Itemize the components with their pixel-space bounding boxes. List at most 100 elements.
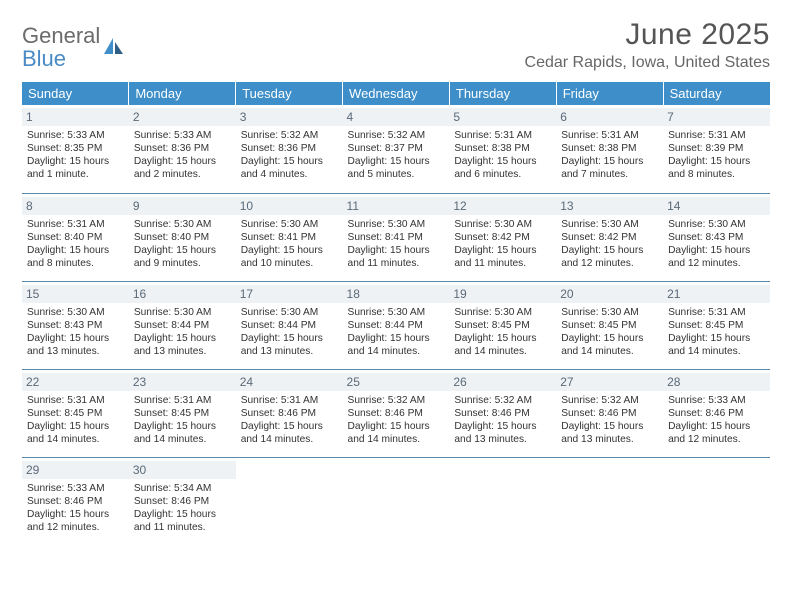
day-info: Sunrise: 5:30 AMSunset: 8:41 PMDaylight:… xyxy=(241,218,338,270)
day-info: Sunrise: 5:31 AMSunset: 8:39 PMDaylight:… xyxy=(668,129,765,181)
day-number: 30 xyxy=(129,461,236,479)
calendar-day-cell: 5 Sunrise: 5:31 AMSunset: 8:38 PMDaylight… xyxy=(449,105,556,193)
calendar-day-cell: 2Sunrise: 5:33 AMSunset: 8:36 PMDaylight… xyxy=(129,105,236,193)
day-info: Sunrise: 5:30 AMSunset: 8:44 PMDaylight:… xyxy=(348,306,445,358)
calendar-day-cell: 10 Sunrise: 5:30 AMSunset: 8:41 PMDayligh… xyxy=(236,193,343,281)
day-info: Sunrise: 5:30 AMSunset: 8:40 PMDaylight:… xyxy=(134,218,231,270)
day-info: Sunrise: 5:33 AMSunset: 8:46 PMDaylight:… xyxy=(668,394,765,446)
day-header: Monday xyxy=(129,82,236,105)
day-number: 26 xyxy=(449,373,556,391)
calendar-day-cell: 15Sunrise: 5:30 AMSunset: 8:43 PMDayligh… xyxy=(22,281,129,369)
day-info: Sunrise: 5:32 AMSunset: 8:46 PMDaylight:… xyxy=(454,394,551,446)
calendar-day-cell xyxy=(236,457,343,545)
calendar-day-cell xyxy=(556,457,663,545)
day-info: Sunrise: 5:30 AMSunset: 8:42 PMDaylight:… xyxy=(561,218,658,270)
day-number: 23 xyxy=(129,373,236,391)
calendar-week-row: 15Sunrise: 5:30 AMSunset: 8:43 PMDayligh… xyxy=(22,281,770,369)
logo-text: General Blue xyxy=(22,24,100,70)
day-info: Sunrise: 5:30 AMSunset: 8:44 PMDaylight:… xyxy=(241,306,338,358)
day-info: Sunrise: 5:32 AMSunset: 8:37 PMDaylight:… xyxy=(348,129,445,181)
day-info: Sunrise: 5:30 AMSunset: 8:44 PMDaylight:… xyxy=(134,306,231,358)
day-number: 29 xyxy=(22,461,129,479)
day-number: 13 xyxy=(556,197,663,215)
calendar-day-cell: 19Sunrise: 5:30 AMSunset: 8:45 PMDayligh… xyxy=(449,281,556,369)
calendar-day-cell: 24Sunrise: 5:31 AMSunset: 8:46 PMDayligh… xyxy=(236,369,343,457)
day-header: Sunday xyxy=(22,82,129,105)
calendar-day-cell: 30 Sunrise: 5:34 AMSunset: 8:46 PMDayligh… xyxy=(129,457,236,545)
calendar-day-cell: 18Sunrise: 5:30 AMSunset: 8:44 PMDayligh… xyxy=(343,281,450,369)
calendar-day-cell: 27 Sunrise: 5:32 AMSunset: 8:46 PMDayligh… xyxy=(556,369,663,457)
day-info: Sunrise: 5:31 AMSunset: 8:46 PMDaylight:… xyxy=(241,394,338,446)
logo-sail-icon xyxy=(103,36,125,61)
day-number: 3 xyxy=(236,108,343,126)
calendar-day-cell: 12Sunrise: 5:30 AMSunset: 8:42 PMDayligh… xyxy=(449,193,556,281)
calendar-day-cell: 17 Sunrise: 5:30 AMSunset: 8:44 PMDayligh… xyxy=(236,281,343,369)
day-info: Sunrise: 5:31 AMSunset: 8:40 PMDaylight:… xyxy=(27,218,124,270)
calendar-day-cell: 28 Sunrise: 5:33 AMSunset: 8:46 PMDayligh… xyxy=(663,369,770,457)
calendar-day-cell: 14Sunrise: 5:30 AMSunset: 8:43 PMDayligh… xyxy=(663,193,770,281)
day-info: Sunrise: 5:31 AMSunset: 8:38 PMDaylight:… xyxy=(454,129,551,181)
calendar-week-row: 22 Sunrise: 5:31 AMSunset: 8:45 PMDayligh… xyxy=(22,369,770,457)
day-number: 20 xyxy=(556,285,663,303)
day-info: Sunrise: 5:31 AMSunset: 8:45 PMDaylight:… xyxy=(27,394,124,446)
day-number: 6 xyxy=(556,108,663,126)
calendar-day-cell: 20 Sunrise: 5:30 AMSunset: 8:45 PMDayligh… xyxy=(556,281,663,369)
calendar-day-cell: 26 Sunrise: 5:32 AMSunset: 8:46 PMDayligh… xyxy=(449,369,556,457)
day-header: Friday xyxy=(556,82,663,105)
day-info: Sunrise: 5:30 AMSunset: 8:42 PMDaylight:… xyxy=(454,218,551,270)
calendar-day-cell xyxy=(663,457,770,545)
day-number: 27 xyxy=(556,373,663,391)
calendar-day-cell: 16 Sunrise: 5:30 AMSunset: 8:44 PMDayligh… xyxy=(129,281,236,369)
day-header: Saturday xyxy=(663,82,770,105)
calendar-body: 1Sunrise: 5:33 AMSunset: 8:35 PMDaylight… xyxy=(22,105,770,545)
day-info: Sunrise: 5:30 AMSunset: 8:45 PMDaylight:… xyxy=(561,306,658,358)
calendar-day-cell: 1Sunrise: 5:33 AMSunset: 8:35 PMDaylight… xyxy=(22,105,129,193)
day-info: Sunrise: 5:33 AMSunset: 8:36 PMDaylight:… xyxy=(134,129,231,181)
calendar-day-cell: 25 Sunrise: 5:32 AMSunset: 8:46 PMDayligh… xyxy=(343,369,450,457)
calendar-day-cell: 22 Sunrise: 5:31 AMSunset: 8:45 PMDayligh… xyxy=(22,369,129,457)
day-number: 16 xyxy=(129,285,236,303)
day-info: Sunrise: 5:32 AMSunset: 8:36 PMDaylight:… xyxy=(241,129,338,181)
day-number: 21 xyxy=(663,285,770,303)
day-number: 25 xyxy=(343,373,450,391)
day-number: 10 xyxy=(236,197,343,215)
day-info: Sunrise: 5:32 AMSunset: 8:46 PMDaylight:… xyxy=(348,394,445,446)
day-header: Tuesday xyxy=(236,82,343,105)
calendar-day-cell: 3 Sunrise: 5:32 AMSunset: 8:36 PMDaylight… xyxy=(236,105,343,193)
day-info: Sunrise: 5:34 AMSunset: 8:46 PMDaylight:… xyxy=(134,482,231,534)
calendar-day-cell: 11 Sunrise: 5:30 AMSunset: 8:41 PMDayligh… xyxy=(343,193,450,281)
calendar-day-cell: 6 Sunrise: 5:31 AMSunset: 8:38 PMDaylight… xyxy=(556,105,663,193)
day-number: 22 xyxy=(22,373,129,391)
day-info: Sunrise: 5:33 AMSunset: 8:35 PMDaylight:… xyxy=(27,129,124,181)
location: Cedar Rapids, Iowa, United States xyxy=(525,54,770,72)
day-number: 4 xyxy=(343,108,450,126)
title-block: June 2025 Cedar Rapids, Iowa, United Sta… xyxy=(525,18,770,72)
calendar-day-cell: 23 Sunrise: 5:31 AMSunset: 8:45 PMDayligh… xyxy=(129,369,236,457)
day-number: 9 xyxy=(129,197,236,215)
calendar-day-cell: 9 Sunrise: 5:30 AMSunset: 8:40 PMDaylight… xyxy=(129,193,236,281)
day-number: 17 xyxy=(236,285,343,303)
day-number: 5 xyxy=(449,108,556,126)
day-info: Sunrise: 5:31 AMSunset: 8:38 PMDaylight:… xyxy=(561,129,658,181)
day-info: Sunrise: 5:32 AMSunset: 8:46 PMDaylight:… xyxy=(561,394,658,446)
day-info: Sunrise: 5:31 AMSunset: 8:45 PMDaylight:… xyxy=(134,394,231,446)
day-info: Sunrise: 5:30 AMSunset: 8:41 PMDaylight:… xyxy=(348,218,445,270)
day-header: Thursday xyxy=(449,82,556,105)
month-title: June 2025 xyxy=(525,18,770,52)
calendar-day-cell xyxy=(449,457,556,545)
calendar-day-cell: 21 Sunrise: 5:31 AMSunset: 8:45 PMDayligh… xyxy=(663,281,770,369)
day-info: Sunrise: 5:31 AMSunset: 8:45 PMDaylight:… xyxy=(668,306,765,358)
logo: General Blue xyxy=(22,24,125,70)
day-number: 28 xyxy=(663,373,770,391)
calendar-day-cell: 13 Sunrise: 5:30 AMSunset: 8:42 PMDayligh… xyxy=(556,193,663,281)
day-header: Wednesday xyxy=(343,82,450,105)
day-number: 14 xyxy=(663,197,770,215)
calendar-day-cell: 7Sunrise: 5:31 AMSunset: 8:39 PMDaylight… xyxy=(663,105,770,193)
day-info: Sunrise: 5:30 AMSunset: 8:45 PMDaylight:… xyxy=(454,306,551,358)
calendar-day-cell: 8Sunrise: 5:31 AMSunset: 8:40 PMDaylight… xyxy=(22,193,129,281)
calendar-week-row: 29Sunrise: 5:33 AMSunset: 8:46 PMDayligh… xyxy=(22,457,770,545)
calendar-day-cell xyxy=(343,457,450,545)
day-number: 11 xyxy=(343,197,450,215)
calendar-table: SundayMondayTuesdayWednesdayThursdayFrid… xyxy=(22,82,770,545)
logo-line2: Blue xyxy=(22,46,66,71)
